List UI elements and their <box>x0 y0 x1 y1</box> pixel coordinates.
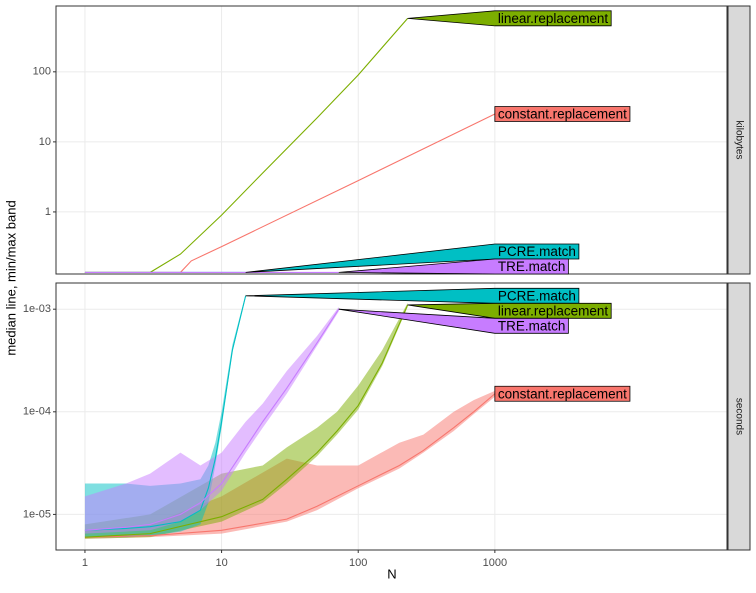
y-tick-label: 1e-04 <box>23 406 51 418</box>
series-label: constant.replacement <box>498 386 627 401</box>
y-tick-label: 100 <box>33 66 51 78</box>
series-label: TRE.match <box>498 259 566 274</box>
panel-border <box>55 5 728 275</box>
plot-area <box>84 17 496 273</box>
plot-area <box>84 294 496 539</box>
label-box <box>407 10 612 27</box>
label-box <box>338 258 569 275</box>
series-label: PCRE.match <box>498 288 576 303</box>
panel-border <box>55 282 728 551</box>
y-axis-title: median line, min/max band <box>3 200 18 355</box>
x-tick-label: 10 <box>215 557 227 569</box>
y-tick-label: 10 <box>39 136 51 148</box>
min-max-band <box>84 307 339 534</box>
label-box <box>245 243 580 273</box>
min-max-band <box>84 302 408 539</box>
y-tick-label: 1e-03 <box>23 303 51 315</box>
strip-label: kilobytes <box>733 121 744 160</box>
x-tick-label: 100 <box>349 557 367 569</box>
median-line <box>84 308 340 531</box>
y-tick-label: 1 <box>45 206 51 218</box>
label-box <box>494 106 631 122</box>
series-label: linear.replacement <box>498 303 609 318</box>
series-label: TRE.match <box>498 318 566 333</box>
series-label: linear.replacement <box>498 11 609 26</box>
label-box <box>245 287 580 304</box>
y-tick-label: 1e-05 <box>23 508 51 520</box>
x-axis-title: N <box>387 566 396 581</box>
x-tick-label: 1 <box>82 557 88 569</box>
median-line <box>84 393 496 538</box>
series-label: constant.replacement <box>498 107 627 122</box>
strip <box>727 282 751 551</box>
label-box <box>338 308 569 334</box>
label-box <box>407 302 612 319</box>
median-line <box>84 304 409 538</box>
panel-background <box>56 6 727 274</box>
label-box <box>494 385 631 402</box>
x-tick-label: 1000 <box>483 557 507 569</box>
strip-label: seconds <box>733 398 744 435</box>
series-label: PCRE.match <box>498 244 576 259</box>
strip <box>727 5 751 275</box>
